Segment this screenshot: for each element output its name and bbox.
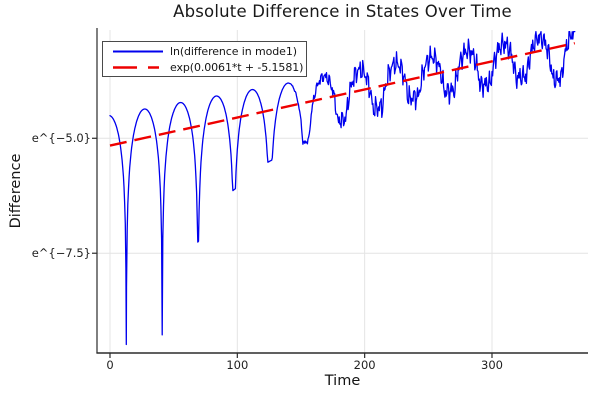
legend-entry-mode1: ln(difference in mode1): [103, 44, 306, 59]
chart-title: Absolute Difference in States Over Time: [173, 2, 512, 21]
legend-label-mode1: ln(difference in mode1): [170, 44, 297, 58]
x-tick-label: 200: [353, 358, 376, 372]
series-line-mode1: [109, 30, 576, 346]
y-tick-label: e^{−5.0}: [31, 130, 91, 145]
legend-entry-fit: exp(0.0061*t + -5.1581): [103, 60, 306, 75]
x-tick-label: 100: [226, 358, 249, 372]
legend-label-fit: exp(0.0061*t + -5.1581): [170, 60, 304, 74]
red-dashed-line-sample-icon: [113, 65, 163, 69]
x-axis-label: Time: [324, 373, 361, 389]
blue-solid-line-sample-icon: [113, 50, 163, 52]
y-axis-label: Difference: [8, 153, 24, 229]
legend: ln(difference in mode1) exp(0.0061*t + -…: [102, 41, 307, 77]
x-tick-label: 0: [106, 358, 114, 372]
x-tick-label: 300: [481, 358, 503, 372]
fit-line-dashed: [109, 42, 576, 147]
y-tick-label: e^{−7.5}: [31, 245, 91, 260]
